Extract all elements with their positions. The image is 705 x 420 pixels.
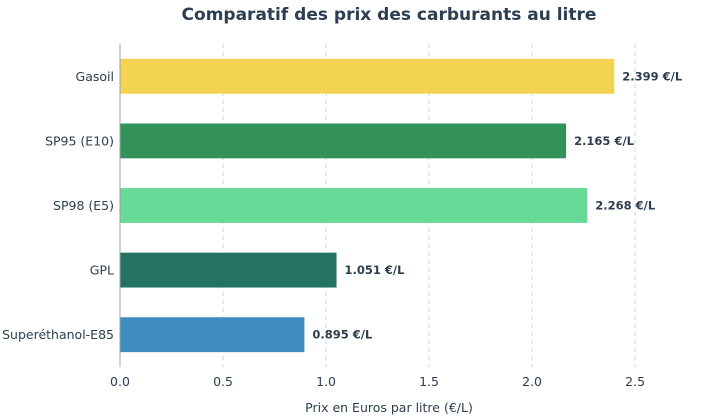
- data-labels: 2.399 €/L 2.165 €/L 2.268 €/L 1.051 €/L 0.89…: [312, 69, 682, 341]
- data-label: 0.895 €/L: [312, 328, 373, 342]
- data-label: 2.165 €/L: [574, 134, 635, 148]
- x-tick-label: 2.5: [625, 374, 645, 389]
- x-tick-label: 2.0: [522, 374, 542, 389]
- bar: [120, 123, 567, 159]
- x-tick-label: 1.0: [316, 374, 336, 389]
- x-tick-labels: 0.0 0.5 1.0 1.5 2.0 2.5: [110, 374, 645, 389]
- category-label: SP95 (E10): [45, 133, 114, 148]
- category-label: Gasoil: [76, 69, 114, 84]
- category-label: Superéthanol-E85: [2, 327, 114, 342]
- bar: [120, 58, 615, 94]
- bar: [120, 188, 588, 223]
- x-tick-label: 0.0: [110, 374, 130, 389]
- bar: [120, 252, 337, 288]
- bars: [120, 58, 615, 353]
- x-axis-label: Prix en Euros par litre (€/L): [305, 400, 473, 415]
- x-tick-label: 0.5: [213, 374, 233, 389]
- bar: [120, 317, 305, 353]
- chart-title: Comparatif des prix des carburants au li…: [182, 5, 597, 25]
- category-labels: Gasoil SP95 (E10) SP98 (E5) GPL Superéthanol…: [2, 69, 114, 342]
- data-label: 2.268 €/L: [595, 199, 656, 213]
- data-label: 1.051 €/L: [345, 263, 406, 277]
- data-label: 2.399 €/L: [622, 69, 683, 83]
- x-tick-label: 1.5: [419, 374, 439, 389]
- category-label: GPL: [90, 263, 114, 278]
- category-label: SP98 (E5): [53, 198, 114, 213]
